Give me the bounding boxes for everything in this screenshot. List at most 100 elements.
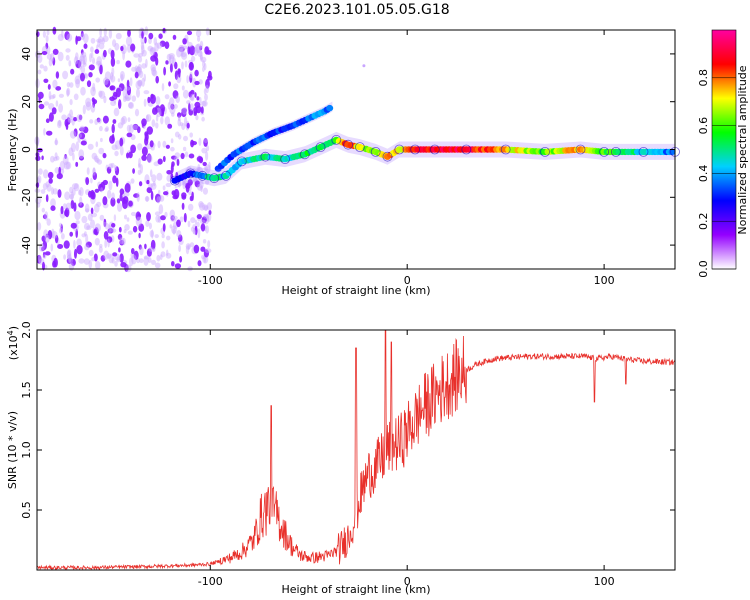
noise-speckle: [166, 235, 171, 241]
noise-speckle: [167, 102, 171, 110]
noise-speckle: [80, 65, 86, 74]
noise-speckle: [41, 235, 46, 242]
noise-speckle: [63, 161, 70, 170]
noise-speckle: [74, 248, 77, 259]
noise-speckle: [110, 75, 116, 83]
noise-speckle: [90, 219, 95, 228]
noise-speckle: [201, 116, 205, 122]
noise-speckle: [66, 257, 73, 264]
noise-speckle: [145, 114, 149, 123]
noise-speckle: [99, 214, 105, 221]
noise-speckle: [88, 259, 93, 269]
noise-speckle: [143, 73, 146, 82]
noise-speckle: [47, 84, 51, 90]
noise-speckle: [141, 154, 147, 161]
y-tick-label: 0.5: [20, 501, 33, 519]
noise-speckle: [189, 132, 193, 138]
noise-speckle: [203, 249, 209, 258]
colorbar-ticks: 0.0 0.2 0.4 0.6 0.8: [697, 69, 736, 278]
noise-speckle: [195, 29, 202, 37]
noise-speckle: [149, 230, 154, 238]
noise-speckle: [159, 108, 165, 117]
ridge-point: [260, 151, 271, 162]
noise-speckle: [186, 122, 190, 129]
noise-speckle: [115, 32, 122, 40]
noise-speckle: [151, 119, 156, 128]
noise-speckle: [70, 142, 76, 153]
noise-speckle: [182, 146, 187, 152]
noise-speckle: [193, 107, 198, 114]
noise-speckle: [69, 109, 73, 118]
noise-speckle: [155, 75, 159, 84]
ridge-point: [197, 170, 208, 181]
noise-speckle: [119, 253, 124, 263]
noise-speckle: [165, 252, 172, 259]
noise-speckle: [205, 78, 210, 89]
x-tick-label: 100: [594, 575, 615, 588]
noise-speckle: [170, 215, 175, 221]
noise-speckle: [148, 222, 152, 230]
noise-speckle: [121, 115, 127, 125]
noise-speckle: [125, 36, 133, 47]
noise-speckle: [183, 135, 188, 142]
noise-speckle: [130, 178, 135, 184]
noise-speckle: [111, 257, 115, 264]
noise-speckle: [98, 246, 103, 253]
noise-speckle: [103, 95, 107, 104]
noise-speckle: [84, 244, 90, 251]
noise-speckle: [181, 61, 184, 70]
noise-speckle: [190, 89, 195, 95]
noise-speckle: [198, 201, 204, 208]
y-tick-label: 20: [20, 95, 33, 109]
noise-speckle: [190, 217, 196, 224]
noise-speckle: [188, 102, 191, 113]
ridge-point: [410, 144, 421, 155]
noise-speckle: [202, 60, 206, 68]
noise-speckle: [138, 163, 141, 169]
noise-speckle: [60, 223, 63, 233]
noise-speckle: [99, 125, 103, 132]
noise-speckle: [132, 123, 139, 131]
noise-speckle: [35, 197, 42, 205]
noise-speckle: [171, 161, 175, 167]
noise-speckle: [90, 177, 93, 184]
noise-speckle: [53, 156, 58, 162]
noise-speckle: [55, 71, 60, 79]
noise-speckle: [156, 172, 163, 181]
noise-speckle: [143, 90, 150, 95]
noise-speckle: [58, 222, 63, 228]
noise-speckle: [72, 187, 76, 196]
noise-speckle: [98, 90, 103, 98]
noise-speckle: [146, 153, 152, 163]
noise-speckle: [204, 93, 208, 101]
noise-speckle: [42, 261, 45, 271]
noise-speckle: [169, 224, 173, 229]
noise-speckle: [145, 195, 149, 202]
noise-speckle: [206, 145, 210, 152]
noise-speckle: [52, 79, 58, 89]
noise-speckle: [106, 253, 112, 259]
noise-speckle: [60, 205, 64, 215]
noise-speckle: [114, 260, 118, 267]
noise-speckle: [68, 257, 74, 264]
noise-speckle: [54, 139, 59, 146]
noise-speckle: [116, 198, 121, 204]
noise-speckle: [122, 50, 125, 61]
noise-speckle: [165, 144, 170, 149]
noise-speckle: [92, 167, 96, 176]
snr-x-label: Height of straight line (km): [281, 583, 430, 596]
noise-speckle: [87, 213, 93, 221]
noise-speckle: [78, 189, 82, 196]
noise-speckle: [103, 250, 110, 260]
noise-speckle: [43, 101, 50, 106]
noise-speckle: [203, 138, 208, 144]
spectrogram-x-label: Height of straight line (km): [281, 284, 430, 297]
noise-speckle: [190, 226, 195, 232]
noise-speckle: [44, 234, 50, 243]
noise-speckle: [138, 157, 141, 168]
noise-speckle: [186, 30, 193, 36]
noise-speckle: [71, 183, 79, 190]
x-tick-label: 0: [404, 274, 411, 287]
noise-speckle: [199, 51, 203, 60]
noise-speckle: [95, 60, 102, 66]
